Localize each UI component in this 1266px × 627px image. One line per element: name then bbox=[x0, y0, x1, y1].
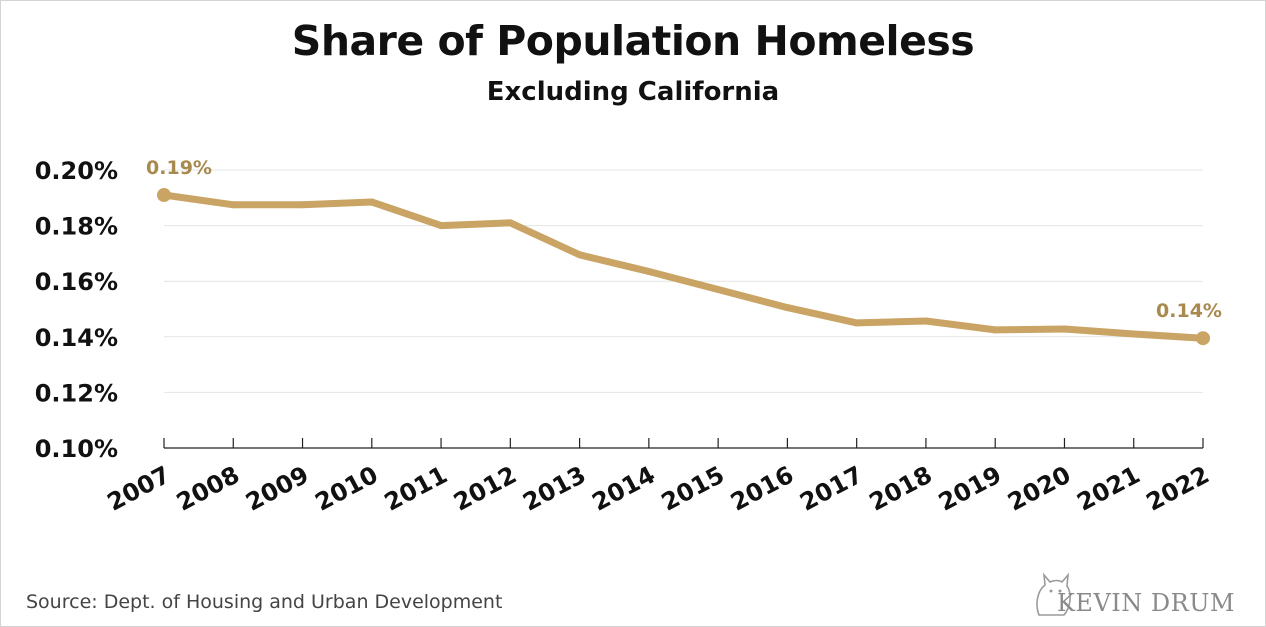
x-tick-label: 2017 bbox=[795, 461, 867, 517]
series-line-layer bbox=[160, 191, 1207, 342]
data-point bbox=[645, 267, 653, 275]
data-point bbox=[229, 201, 237, 209]
y-tick-label: 0.12% bbox=[35, 379, 118, 407]
data-labels: 0.19% 0.14% bbox=[146, 157, 1222, 322]
data-point bbox=[368, 198, 376, 206]
data-point bbox=[437, 222, 445, 230]
x-tick-label: 2016 bbox=[726, 461, 798, 517]
data-point bbox=[299, 201, 307, 209]
data-label: 0.14% bbox=[1156, 300, 1222, 322]
chart-title: Share of Population Homeless bbox=[291, 17, 975, 65]
data-point bbox=[157, 188, 171, 203]
data-point bbox=[1196, 331, 1210, 346]
logo-text: KEVIN DRUM bbox=[1057, 589, 1236, 617]
y-tick-label: 0.14% bbox=[35, 324, 118, 352]
data-point bbox=[506, 219, 514, 227]
source-note: Source: Dept. of Housing and Urban Devel… bbox=[26, 591, 503, 613]
data-label: 0.19% bbox=[146, 157, 212, 179]
data-point bbox=[991, 326, 999, 334]
data-point bbox=[576, 251, 584, 259]
x-tick-label: 2013 bbox=[518, 461, 590, 517]
data-point bbox=[922, 317, 930, 325]
data-point bbox=[1060, 325, 1068, 333]
x-tick-label: 2015 bbox=[657, 461, 729, 517]
y-tick-label: 0.10% bbox=[35, 435, 118, 463]
cat-logo-icon bbox=[1036, 572, 1071, 616]
y-tick-label: 0.20% bbox=[35, 157, 118, 185]
x-tick-label: 2019 bbox=[934, 461, 1006, 517]
logo: KEVIN DRUM bbox=[1031, 569, 1235, 619]
x-tick-label: 2010 bbox=[310, 461, 382, 517]
data-point bbox=[714, 286, 722, 294]
y-tick-label: 0.16% bbox=[35, 268, 118, 296]
x-tick-label: 2021 bbox=[1072, 461, 1144, 517]
x-tick-label: 2014 bbox=[588, 461, 660, 517]
x-tick-label: 2011 bbox=[380, 461, 452, 517]
x-tick-label: 2008 bbox=[172, 461, 244, 517]
y-tick-label: 0.18% bbox=[35, 213, 118, 241]
data-point bbox=[853, 319, 861, 327]
x-tick-label: 2022 bbox=[1142, 461, 1214, 517]
x-axis bbox=[163, 438, 1204, 449]
x-tick-label: 2012 bbox=[449, 461, 521, 517]
data-points bbox=[157, 188, 1210, 346]
x-tick-label: 2007 bbox=[103, 461, 175, 517]
series-line bbox=[160, 191, 1207, 342]
data-point bbox=[783, 304, 791, 312]
x-tick-labels: 2007200820092010201120122013201420152016… bbox=[103, 461, 1214, 517]
x-tick-label: 2020 bbox=[1003, 461, 1075, 517]
chart-subtitle: Excluding California bbox=[486, 77, 780, 107]
x-tick-label: 2018 bbox=[865, 461, 937, 517]
data-point bbox=[1130, 330, 1138, 338]
x-tick-label: 2009 bbox=[241, 461, 313, 517]
y-axis: 0.20% 0.18% 0.16% 0.14% 0.12% 0.10% bbox=[35, 157, 118, 463]
